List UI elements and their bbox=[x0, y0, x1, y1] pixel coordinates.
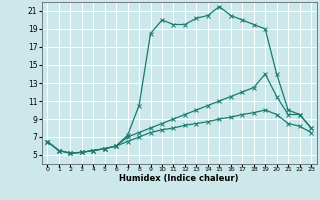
X-axis label: Humidex (Indice chaleur): Humidex (Indice chaleur) bbox=[119, 174, 239, 183]
